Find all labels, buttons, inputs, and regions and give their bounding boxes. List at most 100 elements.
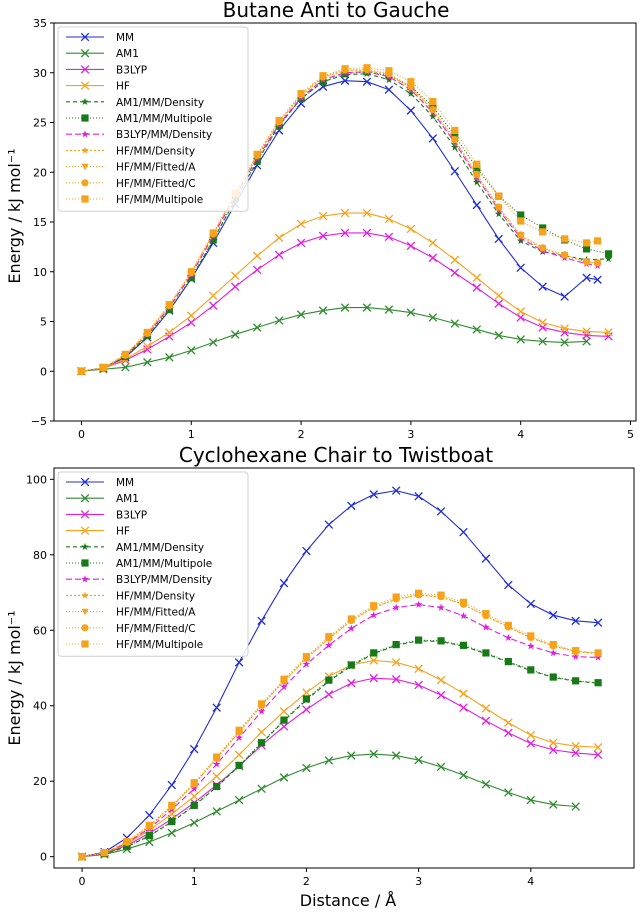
data-point xyxy=(428,238,438,248)
legend-marker xyxy=(81,542,89,550)
data-point xyxy=(594,653,602,661)
legend-marker xyxy=(81,179,89,187)
data-point xyxy=(212,772,221,781)
data-point xyxy=(208,338,218,347)
data-point xyxy=(235,761,243,769)
legend-entry: AM1 xyxy=(66,493,139,505)
x-tick-label: 3 xyxy=(415,875,422,888)
data-point xyxy=(213,753,221,761)
legend-marker xyxy=(81,559,89,567)
data-point xyxy=(481,779,491,789)
data-point xyxy=(324,690,334,699)
legend-label: AM1 xyxy=(116,493,139,505)
data-point xyxy=(318,306,328,315)
legend-marker xyxy=(80,510,90,519)
legend-label: HF/MM/Fitted/A xyxy=(116,607,196,619)
legend-entry: HF/MM/Multipole xyxy=(66,639,203,651)
data-point xyxy=(473,164,481,172)
data-point xyxy=(208,291,218,300)
data-point xyxy=(279,773,289,782)
data-point xyxy=(459,703,468,712)
y-tick-label: 15 xyxy=(33,216,47,229)
data-point xyxy=(325,641,333,649)
legend-label: AM1/MM/Multipole xyxy=(116,113,212,125)
data-point xyxy=(459,598,468,606)
data-point xyxy=(296,310,306,319)
data-point xyxy=(347,751,356,760)
x-tick-label: 1 xyxy=(188,428,195,441)
data-point xyxy=(257,784,266,794)
legend-label: HF/MM/Multipole xyxy=(116,639,203,651)
data-point xyxy=(145,821,153,829)
data-point xyxy=(187,346,196,355)
data-point xyxy=(472,325,482,334)
data-point xyxy=(302,660,311,668)
data-point xyxy=(450,319,460,328)
data-point xyxy=(297,90,305,98)
data-point xyxy=(391,675,401,684)
data-point xyxy=(340,208,350,218)
data-point xyxy=(391,658,401,667)
cyclohexane-y-axis-label: Energy / kJ mol⁻¹ xyxy=(5,610,24,745)
data-point xyxy=(549,673,557,681)
series-line xyxy=(81,640,599,858)
data-point xyxy=(347,661,355,669)
data-point xyxy=(604,332,613,341)
data-point xyxy=(347,501,356,510)
data-point xyxy=(257,707,266,715)
legend-entry: AM1/MM/Density xyxy=(66,97,204,109)
legend-box xyxy=(57,26,249,212)
data-point xyxy=(253,150,261,158)
cyclohexane-legend: MM AM1 B3LYP HF AM1/MM/Density AM1/MM/Multipo… xyxy=(57,471,249,657)
data-point xyxy=(318,211,328,221)
data-point xyxy=(274,316,284,325)
legend-entry: MM xyxy=(66,32,134,44)
y-tick-label: 35 xyxy=(33,17,47,30)
data-point xyxy=(363,64,371,72)
data-point xyxy=(212,760,221,768)
data-point xyxy=(279,722,289,731)
data-point xyxy=(526,730,536,740)
data-point xyxy=(370,602,378,610)
data-point xyxy=(482,623,490,631)
x-tick-label: 2 xyxy=(303,875,310,888)
data-point xyxy=(414,492,423,501)
data-point xyxy=(437,637,445,645)
data-point xyxy=(296,219,306,229)
data-point xyxy=(187,318,196,327)
data-point xyxy=(257,739,266,747)
data-point xyxy=(593,275,602,284)
data-point xyxy=(406,106,416,115)
legend-entry: AM1/MM/Multipole xyxy=(66,113,212,125)
data-point xyxy=(436,675,446,685)
data-point xyxy=(406,241,416,251)
data-point xyxy=(539,224,547,232)
data-point xyxy=(234,658,244,667)
data-point xyxy=(369,611,378,619)
data-point xyxy=(459,770,468,780)
data-point xyxy=(407,89,415,97)
butane-chart-panel: Butane Anti to Gauche Energy / kJ mol⁻¹ … xyxy=(5,0,637,441)
data-point xyxy=(384,232,394,242)
legend-marker xyxy=(80,526,90,535)
data-point xyxy=(234,750,244,760)
data-point xyxy=(459,611,468,620)
data-point xyxy=(538,318,547,327)
legend-entry: B3LYP xyxy=(66,509,147,521)
data-point xyxy=(604,250,613,258)
data-point xyxy=(234,795,244,805)
legend-label: HF/MM/Density xyxy=(116,590,195,602)
data-point xyxy=(190,784,198,792)
data-point xyxy=(369,673,378,683)
data-point xyxy=(385,67,393,75)
data-point xyxy=(504,718,513,727)
data-point xyxy=(504,728,513,738)
data-point xyxy=(165,328,174,337)
data-point xyxy=(370,649,378,657)
legend-label: B3LYP/MM/Density xyxy=(116,129,212,141)
data-point xyxy=(325,676,333,684)
legend-entry: AM1/MM/Multipole xyxy=(66,558,212,570)
data-point xyxy=(451,131,459,140)
